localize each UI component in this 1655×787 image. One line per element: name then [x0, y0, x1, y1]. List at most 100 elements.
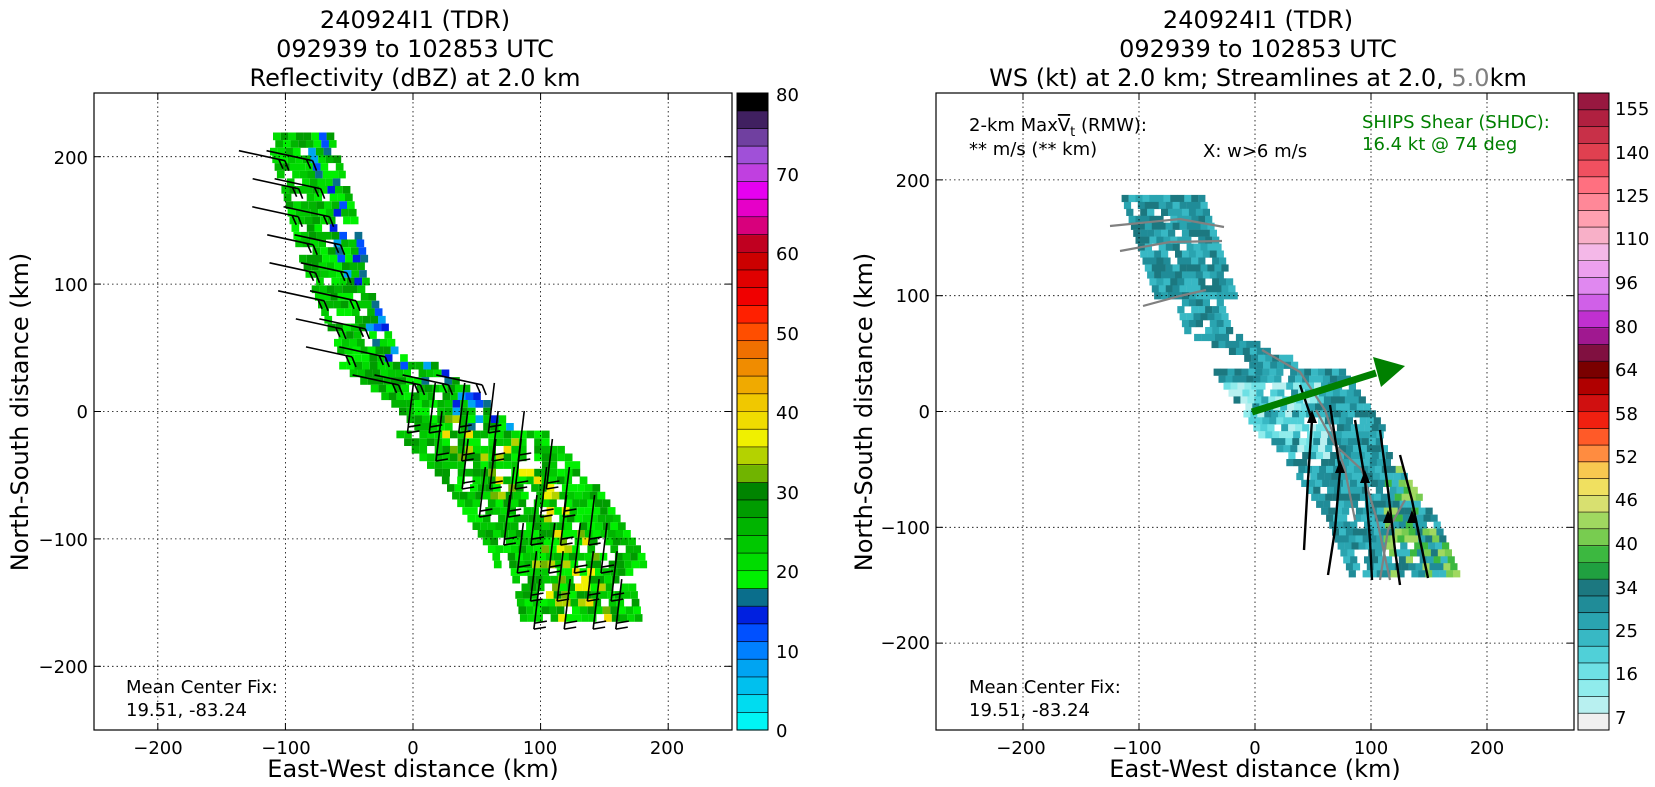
reflectivity-cell [311, 285, 320, 294]
reflectivity-cell [328, 140, 337, 148]
reflectivity-cell [452, 407, 461, 416]
left-y-tick-label: 100 [54, 275, 88, 296]
wind-barb-feather [306, 243, 312, 254]
wind-speed-cell [1172, 264, 1180, 272]
wind-speed-cell [1342, 507, 1350, 515]
wind-speed-cell [1359, 445, 1368, 453]
wind-speed-cell [1193, 313, 1201, 321]
reflectivity-cell [614, 552, 623, 561]
wind-speed-cell [1410, 549, 1418, 557]
wind-speed-cell [1264, 410, 1272, 418]
wind-barb [600, 522, 608, 574]
reflectivity-cell [475, 491, 483, 500]
wind-speed-cell [1317, 472, 1325, 481]
wind-speed-cell [1352, 528, 1361, 536]
reflectivity-cell [510, 545, 519, 553]
reflectivity-cell [572, 461, 581, 469]
reflectivity-cell [414, 423, 422, 431]
right-cbar-swatch [1578, 545, 1609, 563]
reflectivity-cell [444, 415, 453, 423]
wind-speed-cell [1213, 368, 1221, 376]
wind-speed-cell [1247, 396, 1255, 404]
wind-speed-cell [1371, 556, 1379, 564]
wind-speed-cell [1168, 229, 1176, 237]
wind-speed-cell [1313, 438, 1321, 446]
left-x-tick-label: 0 [407, 738, 418, 759]
wind-speed-cell [1343, 424, 1351, 432]
wind-barb [563, 579, 571, 630]
left-cbar-swatch [737, 606, 768, 625]
wind-speed-cell [1265, 431, 1273, 439]
wind-speed-cell [1246, 340, 1254, 349]
wind-speed-cell [1248, 368, 1256, 376]
wind-barb-feather [278, 159, 284, 170]
left-cbar-swatch [737, 499, 768, 519]
wind-speed-cell [1418, 570, 1426, 578]
reflectivity-cell [532, 560, 540, 569]
reflectivity-cell [561, 552, 569, 561]
reflectivity-cell [480, 461, 489, 469]
wind-speed-cell [1329, 521, 1337, 529]
right-cbar-swatch [1578, 512, 1609, 530]
wind-speed-cell [1191, 306, 1199, 314]
wind-speed-cell [1191, 194, 1199, 203]
reflectivity-cell [357, 369, 365, 378]
reflectivity-cell [378, 384, 387, 393]
reflectivity-cell [536, 491, 544, 500]
wind-speed-cell [1277, 361, 1285, 369]
wind-speed-cell [1374, 514, 1382, 522]
wind-speed-cell [1335, 403, 1344, 411]
left-cbar-label: 40 [776, 403, 799, 424]
wind-speed-cell [1307, 382, 1315, 390]
wind-speed-cell [1216, 271, 1224, 279]
w-note: X: w>6 m/s [1203, 141, 1307, 162]
reflectivity-cell [630, 552, 638, 561]
wind-speed-cell [1248, 417, 1256, 425]
reflectivity-cell [579, 606, 588, 615]
reflectivity-cell [573, 614, 582, 622]
reflectivity-cell [596, 575, 605, 584]
wind-barb [319, 318, 366, 330]
wind-barb [586, 551, 595, 602]
reflectivity-cell [283, 140, 291, 148]
reflectivity-cell [564, 453, 573, 462]
reflectivity-cell [535, 614, 543, 622]
reflectivity-cell [379, 338, 388, 347]
wind-speed-cell [1388, 465, 1396, 474]
reflectivity-cell [584, 530, 593, 538]
wind-speed-cell [1158, 285, 1166, 293]
reflectivity-cell [319, 186, 328, 194]
reflectivity-cell [495, 499, 504, 508]
wind-speed-cell [1221, 264, 1229, 272]
reflectivity-cell [547, 598, 556, 607]
wind-speed-cell [1218, 340, 1226, 349]
wind-speed-cell [1219, 306, 1227, 314]
reflectivity-cell [467, 400, 476, 408]
reflectivity-cell [541, 545, 550, 553]
reflectivity-cell [322, 254, 330, 263]
reflectivity-cell [529, 583, 537, 592]
wind-speed-cell [1340, 410, 1348, 418]
wind-speed-cell [1188, 208, 1197, 216]
wind-speed-cell [1195, 299, 1203, 307]
wind-speed-cell [1144, 201, 1152, 210]
wind-speed-cell [1179, 313, 1187, 321]
reflectivity-cell [442, 453, 450, 462]
wind-speed-cell [1349, 403, 1357, 411]
reflectivity-cell [503, 522, 511, 530]
wind-barb [309, 290, 357, 302]
right-cbar-swatch [1578, 646, 1609, 664]
wind-speed-cell [1280, 403, 1288, 411]
wind-barb-feather [503, 542, 516, 546]
wind-speed-cell [1345, 528, 1354, 536]
wind-speed-cell [1311, 493, 1319, 501]
reflectivity-cell [360, 377, 368, 385]
wind-speed-cell [1325, 445, 1333, 453]
wind-barb-feather [340, 271, 346, 282]
reflectivity-cell [362, 315, 371, 324]
wind-barb-feather [504, 536, 517, 540]
streamline-arrowhead [1307, 410, 1317, 423]
reflectivity-cell [320, 216, 328, 225]
reflectivity-cell [415, 361, 424, 370]
streamline-5km [1142, 288, 1207, 308]
